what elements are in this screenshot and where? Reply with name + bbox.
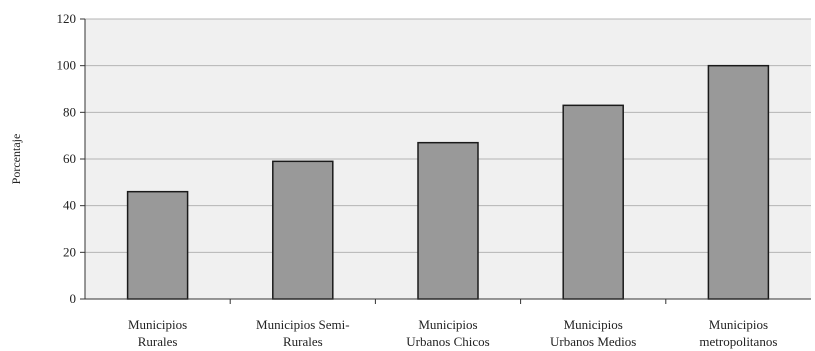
bar-2 [272, 160, 334, 300]
y-tick-label-20: 20 [63, 244, 76, 259]
x-category-label-1: Municipios Rurales [128, 317, 187, 349]
x-category-label-3: Municipios Urbanos Chicos [406, 317, 489, 349]
bar-4 [562, 104, 624, 300]
y-tick-label-60: 60 [63, 151, 76, 166]
bars [126, 64, 770, 300]
bar-1 [126, 190, 189, 300]
x-category-label-5: Municipios metropolitanos [699, 317, 777, 349]
y-tick-label-40: 40 [63, 198, 76, 213]
x-category-label-4: Municipios Urbanos Medios [550, 317, 636, 349]
bar-5 [707, 64, 770, 300]
y-tick-label-100: 100 [57, 58, 77, 73]
y-axis-ticks: 0 20 40 60 80 100 120 [57, 11, 85, 306]
y-axis-label: Porcentaje [9, 134, 23, 185]
x-category-label-2: Municipios Semi-Rurales [256, 317, 350, 349]
y-tick-label-0: 0 [70, 291, 77, 306]
bar-3 [417, 141, 479, 300]
y-tick-label-120: 120 [57, 11, 77, 26]
y-tick-label-80: 80 [63, 104, 76, 119]
x-axis-labels: Municipios Rurales Municipios Semi-Rurales… [128, 299, 777, 349]
